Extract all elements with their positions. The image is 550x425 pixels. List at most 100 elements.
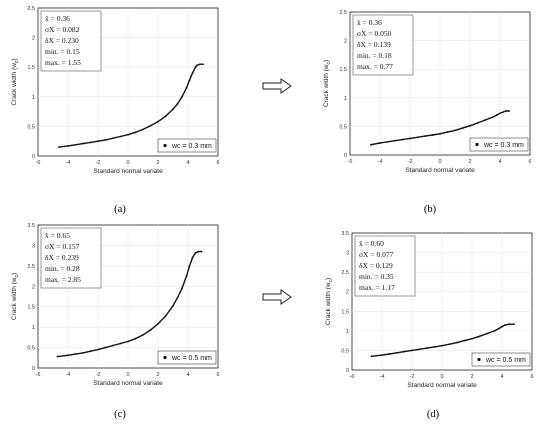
y-tick-label: 0.5 — [27, 124, 35, 130]
stats-line: x̄ = 0.65 — [45, 231, 70, 240]
y-tick-label: 2.5 — [341, 270, 349, 276]
y-axis-label-close: ) — [325, 278, 332, 280]
stats-line: x̄ = 0.60 — [359, 239, 384, 248]
chart-panel-c: -6 -4 -2 0 2 4 6 0 0.5 1 1.5 2 2.5 3 3.5 Standard norma… — [11, 223, 220, 387]
y-tick-label: 1 — [346, 329, 349, 335]
y-axis-label-close: ) — [11, 273, 18, 275]
x-axis-label: Standard normal variate — [407, 382, 477, 389]
chart-panel-a: -6 -4 -2 0 2 4 6 0 0.5 1 1.5 2 2.5 Standard normal va… — [11, 6, 220, 175]
y-tick-label: 0.5 — [339, 124, 347, 130]
y-tick-label: 2 — [346, 290, 349, 296]
y-axis-label-main: Crack width (w — [11, 63, 18, 106]
x-tick-label: 4 — [500, 374, 503, 380]
x-tick-label: 4 — [186, 160, 189, 166]
x-tick-label: -6 — [36, 160, 41, 166]
stats-line: min. = 0.18 — [357, 51, 392, 60]
stats-line: δX = 0.129 — [359, 261, 393, 270]
legend-marker — [475, 142, 479, 147]
y-tick-label: 0.5 — [27, 346, 35, 352]
y-axis-label: Crack width (wc) — [11, 58, 20, 105]
stats-line: δX = 0.239 — [45, 253, 79, 262]
stats-line: max. = 1.17 — [359, 283, 395, 292]
y-tick-label: 0 — [32, 366, 35, 372]
x-axis-label: Standard normal variate — [93, 380, 163, 387]
x-tick-label: 0 — [126, 372, 129, 378]
x-tick-label: -4 — [378, 159, 383, 165]
x-tick-label: -6 — [350, 374, 355, 380]
stats-box — [40, 10, 102, 72]
y-tick-label: 3 — [346, 251, 349, 257]
stats-line: max. = 1.55 — [45, 58, 81, 67]
legend-marker — [163, 355, 167, 360]
y-tick-label: 1 — [344, 96, 347, 102]
y-axis-label-main: Crack width (w — [325, 282, 332, 325]
y-axis-label: Crack width (wc) — [325, 278, 334, 325]
x-tick-label: 2 — [470, 374, 473, 380]
y-axis-label-close: ) — [323, 60, 330, 62]
chart-panel-d: -6 -4 -2 0 2 4 6 0 0.5 1 1.5 2 2.5 3 3.5 Standard norma… — [325, 231, 534, 389]
x-tick-label: -4 — [66, 160, 71, 166]
data-series-line — [370, 110, 509, 146]
panel-label: (c) — [114, 409, 126, 420]
legend-box — [469, 137, 529, 152]
chart-panel-b: -6 -4 -2 0 2 4 6 0 0.5 1 1.5 2 2.5 Standard normal va… — [323, 10, 532, 174]
y-tick-label: 2 — [32, 36, 35, 42]
y-axis-label-main: Crack width (w — [11, 277, 18, 320]
x-tick-label: -6 — [36, 372, 41, 378]
x-tick-label: -2 — [96, 160, 101, 166]
stats-line: x̄ = 0.36 — [357, 18, 382, 27]
panel-label: (a) — [114, 204, 126, 215]
x-tick-label: 6 — [528, 159, 531, 165]
y-tick-label: 2 — [32, 284, 35, 290]
stats-line: max. = 2.85 — [45, 275, 81, 284]
y-axis-label-sub: c — [328, 280, 334, 283]
y-axis-label-sub: c — [326, 62, 332, 65]
x-tick-label: 2 — [156, 372, 159, 378]
right-arrow-icon — [262, 289, 292, 305]
x-tick-label: -4 — [66, 372, 71, 378]
stats-line: σX = 0.082 — [45, 25, 80, 34]
legend-box — [471, 352, 531, 367]
panel-label: (d) — [427, 409, 440, 420]
y-tick-label: 0 — [346, 368, 349, 374]
stats-line: δX = 0.139 — [357, 40, 391, 49]
stats-box — [40, 227, 102, 289]
x-tick-label: 2 — [156, 160, 159, 166]
y-tick-label: 2.5 — [27, 6, 35, 12]
x-tick-label: 6 — [216, 160, 219, 166]
stats-line: σX = 0.157 — [45, 242, 80, 251]
y-tick-label: 1.5 — [341, 309, 349, 315]
right-arrow-icon — [262, 78, 292, 94]
stats-line: min. = 0.28 — [45, 264, 80, 273]
legend-label: wc = 0.5 mm — [171, 355, 212, 362]
stats-line: min. = 0.35 — [359, 272, 394, 281]
x-tick-label: 6 — [216, 372, 219, 378]
y-tick-label: 0.5 — [341, 348, 349, 354]
legend-label: wc = 0.3 mm — [483, 142, 524, 149]
y-tick-label: 1.5 — [27, 65, 35, 71]
panel-label: (b) — [424, 204, 437, 215]
y-tick-label: 3.5 — [341, 231, 349, 237]
y-tick-label: 2.5 — [339, 10, 347, 16]
y-tick-label: 2.5 — [27, 264, 35, 270]
stats-line: min. = 0.15 — [45, 47, 80, 56]
data-series-line — [58, 63, 203, 148]
x-tick-label: -6 — [348, 159, 353, 165]
y-tick-label: 3 — [32, 243, 35, 249]
right-arrow-shape — [262, 78, 292, 94]
y-tick-label: 0 — [32, 154, 35, 160]
legend-box — [157, 350, 217, 365]
x-tick-label: 4 — [186, 372, 189, 378]
x-axis-label: Standard normal variate — [93, 168, 163, 175]
data-series-line — [57, 250, 202, 358]
y-tick-label: 1.5 — [27, 305, 35, 311]
stats-line: max. = 0.77 — [357, 62, 393, 71]
x-tick-label: 4 — [498, 159, 501, 165]
y-axis-label-main: Crack width (w — [323, 64, 330, 107]
y-tick-label: 1 — [32, 325, 35, 331]
y-tick-label: 3.5 — [27, 223, 35, 229]
stats-box — [352, 14, 414, 76]
x-tick-label: 2 — [468, 159, 471, 165]
stats-line: δX = 0.230 — [45, 36, 79, 45]
